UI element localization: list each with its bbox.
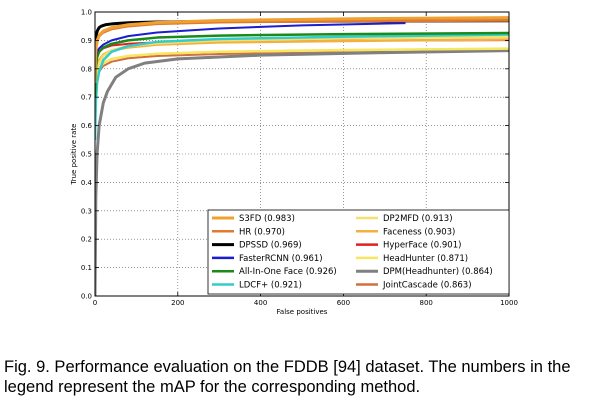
x-tick-label: 0 [93, 299, 97, 307]
legend-label-0: S3FD (0.983) [239, 214, 295, 224]
legend-label-10: DPM(Headhunter) (0.864) [383, 267, 493, 277]
x-tick-label: 600 [337, 299, 350, 307]
x-tick-label: 400 [254, 299, 267, 307]
y-tick-label: 1.0 [81, 9, 92, 17]
legend-label-1: HR (0.970) [239, 227, 285, 237]
legend-label-11: JointCascade (0.863) [382, 281, 472, 291]
roc-chart: 0 200 400 600 800 1000 0.0 0.1 0.2 0.3 0.4 0.5 0.6 0.… [70, 8, 518, 316]
legend-label-5: LDCF+ (0.921) [239, 281, 302, 291]
y-tick-label: 0.3 [81, 207, 92, 215]
legend-label-2: DPSSD (0.969) [239, 241, 302, 251]
y-tick-label: 0.2 [81, 236, 92, 244]
legend-label-9: HeadHunter (0.871) [383, 254, 468, 264]
x-axis-label: False positives [277, 308, 328, 316]
y-tick-label: 0.0 [81, 293, 92, 301]
legend-label-8: HyperFace (0.901) [383, 241, 461, 251]
legend-label-6: DP2MFD (0.913) [383, 214, 453, 224]
y-tick-label: 0.9 [81, 37, 92, 45]
x-tick-label: 200 [171, 299, 184, 307]
y-tick-label: 0.1 [81, 264, 92, 272]
legend: S3FD (0.983) HR (0.970) DPSSD (0.969) Faste… [207, 209, 510, 295]
y-tick-label: 0.7 [81, 94, 92, 102]
x-tick-label: 800 [420, 299, 433, 307]
y-tick-label: 0.6 [81, 122, 93, 130]
legend-label-3: FasterRCNN (0.961) [239, 254, 323, 264]
y-tick-label: 0.8 [81, 65, 92, 73]
y-tick-label: 0.5 [81, 151, 92, 159]
axis-ticks: 0 200 400 600 800 1000 0.0 0.1 0.2 0.3 0.4 0.5 0.6 0.… [81, 9, 518, 308]
x-tick-label: 1000 [500, 299, 518, 307]
y-tick-label: 0.4 [81, 179, 93, 187]
y-axis-label: True positive rate [70, 124, 78, 186]
series-layer [95, 16, 509, 296]
legend-box [207, 209, 510, 295]
figure-caption: Fig. 9. Performance evaluation on the FD… [4, 358, 571, 396]
legend-label-7: Faceness (0.903) [383, 227, 455, 237]
series-line-0 [95, 16, 509, 84]
series-line-5 [95, 33, 509, 140]
legend-label-4: All-In-One Face (0.926) [239, 267, 337, 277]
